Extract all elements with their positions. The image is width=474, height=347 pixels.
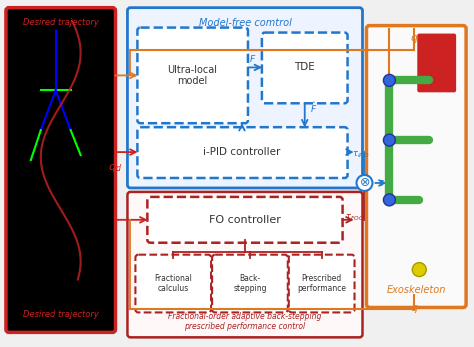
Circle shape [356, 175, 373, 191]
Circle shape [383, 134, 395, 146]
Text: Back-
stepping: Back- stepping [233, 274, 267, 293]
Text: Exoskeleton: Exoskeleton [387, 285, 446, 295]
Text: $\tau$: $\tau$ [377, 178, 385, 188]
Text: $q$: $q$ [410, 304, 419, 315]
Text: Fractional-order adaptive back-stepping
prescribed performance control: Fractional-order adaptive back-stepping … [168, 312, 322, 331]
Text: $F$: $F$ [249, 53, 256, 64]
Text: i-PID controller: i-PID controller [203, 147, 281, 157]
Text: Fractional
calculus: Fractional calculus [155, 274, 192, 293]
Text: $q$: $q$ [410, 33, 419, 44]
Text: $\tau_{iPID}$: $\tau_{iPID}$ [352, 150, 370, 160]
Circle shape [383, 194, 395, 206]
FancyBboxPatch shape [137, 127, 347, 178]
FancyBboxPatch shape [212, 255, 288, 312]
Text: FO controller: FO controller [209, 215, 281, 225]
FancyBboxPatch shape [136, 255, 211, 312]
FancyBboxPatch shape [262, 33, 347, 103]
FancyBboxPatch shape [128, 8, 363, 188]
FancyBboxPatch shape [6, 8, 116, 332]
Text: Model-free comtrol: Model-free comtrol [199, 18, 292, 28]
FancyBboxPatch shape [417, 34, 456, 92]
Text: $\hat{F}$: $\hat{F}$ [310, 100, 317, 115]
FancyBboxPatch shape [137, 27, 248, 123]
Text: $\tau_{FOC}$: $\tau_{FOC}$ [345, 213, 364, 223]
FancyBboxPatch shape [289, 255, 355, 312]
FancyBboxPatch shape [128, 192, 363, 337]
Text: Prescribed
performance: Prescribed performance [297, 274, 346, 293]
Circle shape [412, 263, 426, 277]
Text: $q_d$: $q_d$ [109, 162, 122, 174]
Text: $\otimes$: $\otimes$ [359, 177, 370, 189]
Circle shape [383, 74, 395, 86]
FancyBboxPatch shape [366, 26, 466, 307]
Text: Desired trajectory: Desired trajectory [23, 310, 99, 319]
Text: Desired trajectory: Desired trajectory [23, 18, 99, 27]
Text: Ultra-local
model: Ultra-local model [167, 65, 217, 86]
FancyBboxPatch shape [147, 197, 343, 243]
Text: TDE: TDE [294, 62, 315, 73]
